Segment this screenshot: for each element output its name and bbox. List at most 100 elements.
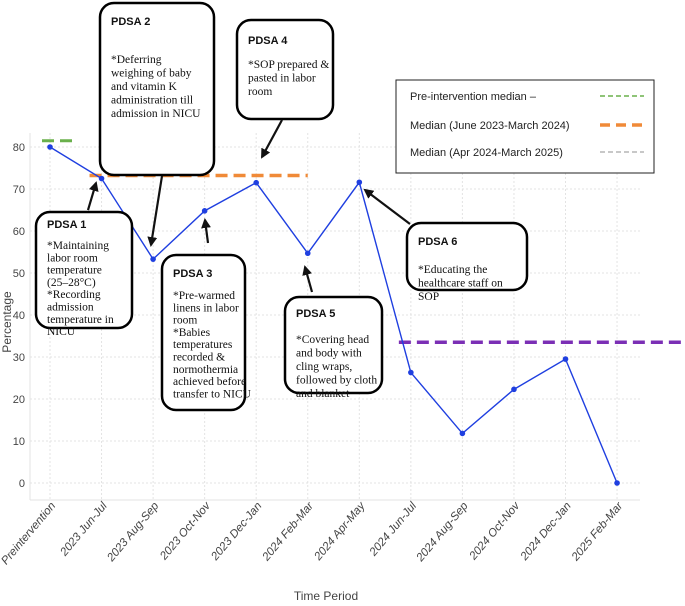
x-tick-label: 2023 Aug-Sep (105, 500, 162, 565)
pdsa-title: PDSA 3 (173, 268, 212, 280)
x-tick-label: 2024 Aug-Sep (414, 500, 471, 565)
pdsa-text-line: temperatures (173, 339, 233, 351)
pdsa-text-line: and body with (296, 348, 362, 360)
pdsa-box-frame (34, 210, 134, 330)
pdsa-text-line: (25–28°C) (47, 277, 96, 289)
data-point (614, 480, 620, 486)
pdsa-text-line: *Deferring (111, 54, 162, 66)
annotation-arrow (302, 265, 314, 293)
data-point (304, 250, 311, 257)
data-point (150, 256, 156, 262)
y-tick-label: 80 (13, 142, 25, 154)
legend: Pre-intervention median – Median (June 20… (395, 79, 655, 174)
x-tick-label: 2024 Jun-Jul (367, 500, 419, 559)
x-tick-label: 2024 Apr-May (312, 499, 369, 563)
y-tick-label: 70 (13, 184, 25, 196)
pdsa-text-line: transfer to NICU (173, 388, 252, 400)
data-point (511, 386, 517, 393)
pdsa-title: PDSA 1 (47, 219, 86, 231)
data-point (562, 356, 569, 362)
pdsa-text-line: room (248, 86, 272, 98)
pdsa-text-line: followed by cloth (296, 375, 377, 387)
x-tick-label: 2024 Feb-Mar (260, 499, 317, 564)
pdsa-text-line: *Pre-warmed (173, 290, 235, 302)
x-tick-label: 2023 Jun-Jul (58, 500, 110, 559)
x-tick-label: 2024 Oct-Nov (467, 499, 523, 563)
x-tick-label: 2023 Oct-Nov (158, 499, 214, 563)
pdsa-text-line: NICU (47, 326, 76, 338)
pdsa-box-4: PDSA 4 *SOP prepared &pasted in labor room (235, 18, 335, 121)
pdsa-text-line: room (173, 315, 197, 327)
pdsa-text-line: *Babies (173, 327, 211, 339)
pdsa-text-line: pasted in labor (248, 72, 316, 84)
pdsa-text-line: normothermia (173, 364, 238, 376)
pdsa-text-line: *Recording (47, 289, 101, 301)
pdsa-text-line: SOP (418, 291, 439, 303)
pdsa-box-frame (235, 18, 335, 121)
data-point (253, 179, 259, 186)
annotation-arrows (86, 119, 411, 293)
x-tick-label: 2025 Feb-Mar (569, 499, 626, 564)
pdsa-box-frame (283, 295, 384, 395)
y-tick-label: 50 (13, 268, 25, 280)
x-tick-label: 2024 Dec-Jan (518, 500, 574, 563)
y-tick-label: 30 (13, 352, 25, 364)
y-tick-label: 0 (19, 478, 25, 490)
pdsa-text-line: weighing of baby (111, 68, 192, 80)
pdsa-text-line: temperature in (47, 314, 114, 326)
pdsa-text-line: cling wraps, (296, 361, 352, 373)
y-axis-label: Percentage (0, 291, 14, 353)
data-series (47, 144, 620, 486)
y-tick-label: 10 (13, 436, 25, 448)
annotation-arrow (201, 218, 211, 244)
annotation-arrow (86, 181, 99, 211)
x-tick-label: Preintervention (0, 500, 58, 567)
data-point (47, 144, 53, 150)
pdsa-text-line: labor room (47, 252, 98, 264)
pdsa-text-line: *Covering head (296, 334, 369, 346)
pdsa-title: PDSA 2 (111, 16, 150, 28)
legend-label: Median (June 2023-March 2024) (410, 120, 570, 132)
pdsa-box-frame (405, 221, 529, 292)
y-tick-label: 20 (13, 394, 25, 406)
pdsa-text-line: recorded & (173, 352, 225, 364)
pdsa-text-line: achieved before (173, 376, 246, 388)
pdsa-title: PDSA 5 (296, 308, 335, 320)
pdsa-text-line: linens in labor (173, 302, 239, 314)
data-point (201, 208, 208, 214)
pdsa-text-line: admission in NICU (111, 108, 201, 120)
pdsa-box-frame (98, 1, 216, 177)
pdsa-text-line: and blanket (296, 388, 350, 400)
data-point (408, 369, 414, 376)
pdsa-box-6: PDSA 6 *Educating the healthcare staff onS… (405, 221, 529, 303)
annotation-arrow (261, 119, 283, 159)
pdsa-title: PDSA 4 (248, 35, 288, 47)
annotation-arrow (147, 175, 164, 247)
pdsa-text-line: administration till (111, 95, 193, 107)
annotation-arrow (363, 188, 411, 225)
pdsa-text-line: temperature (47, 265, 102, 277)
pdsa-text-line: *Maintaining (47, 240, 109, 252)
pdsa-text-line: *SOP prepared & (248, 59, 329, 71)
series-line (49, 146, 618, 484)
pdsa-title: PDSA 6 (418, 236, 457, 248)
data-point (98, 175, 105, 182)
x-axis-label: Time Period (294, 589, 358, 603)
legend-label: Pre-intervention median – (410, 91, 537, 103)
pdsa-box-frame (160, 253, 247, 412)
x-tick-label: 2023 Dec-Jan (209, 500, 265, 563)
pdsa-text-line: healthcare staff on (418, 278, 503, 290)
pdsa-text-line: and vitamin K (111, 81, 177, 93)
pdsa-text-line: *Educating the (418, 264, 487, 276)
legend-label: Median (Apr 2024-March 2025) (410, 147, 563, 159)
y-tick-label: 40 (13, 310, 25, 322)
data-point (459, 430, 466, 437)
y-tick-labels: 0 10 20 30 40 50 60 70 80 (13, 142, 25, 490)
